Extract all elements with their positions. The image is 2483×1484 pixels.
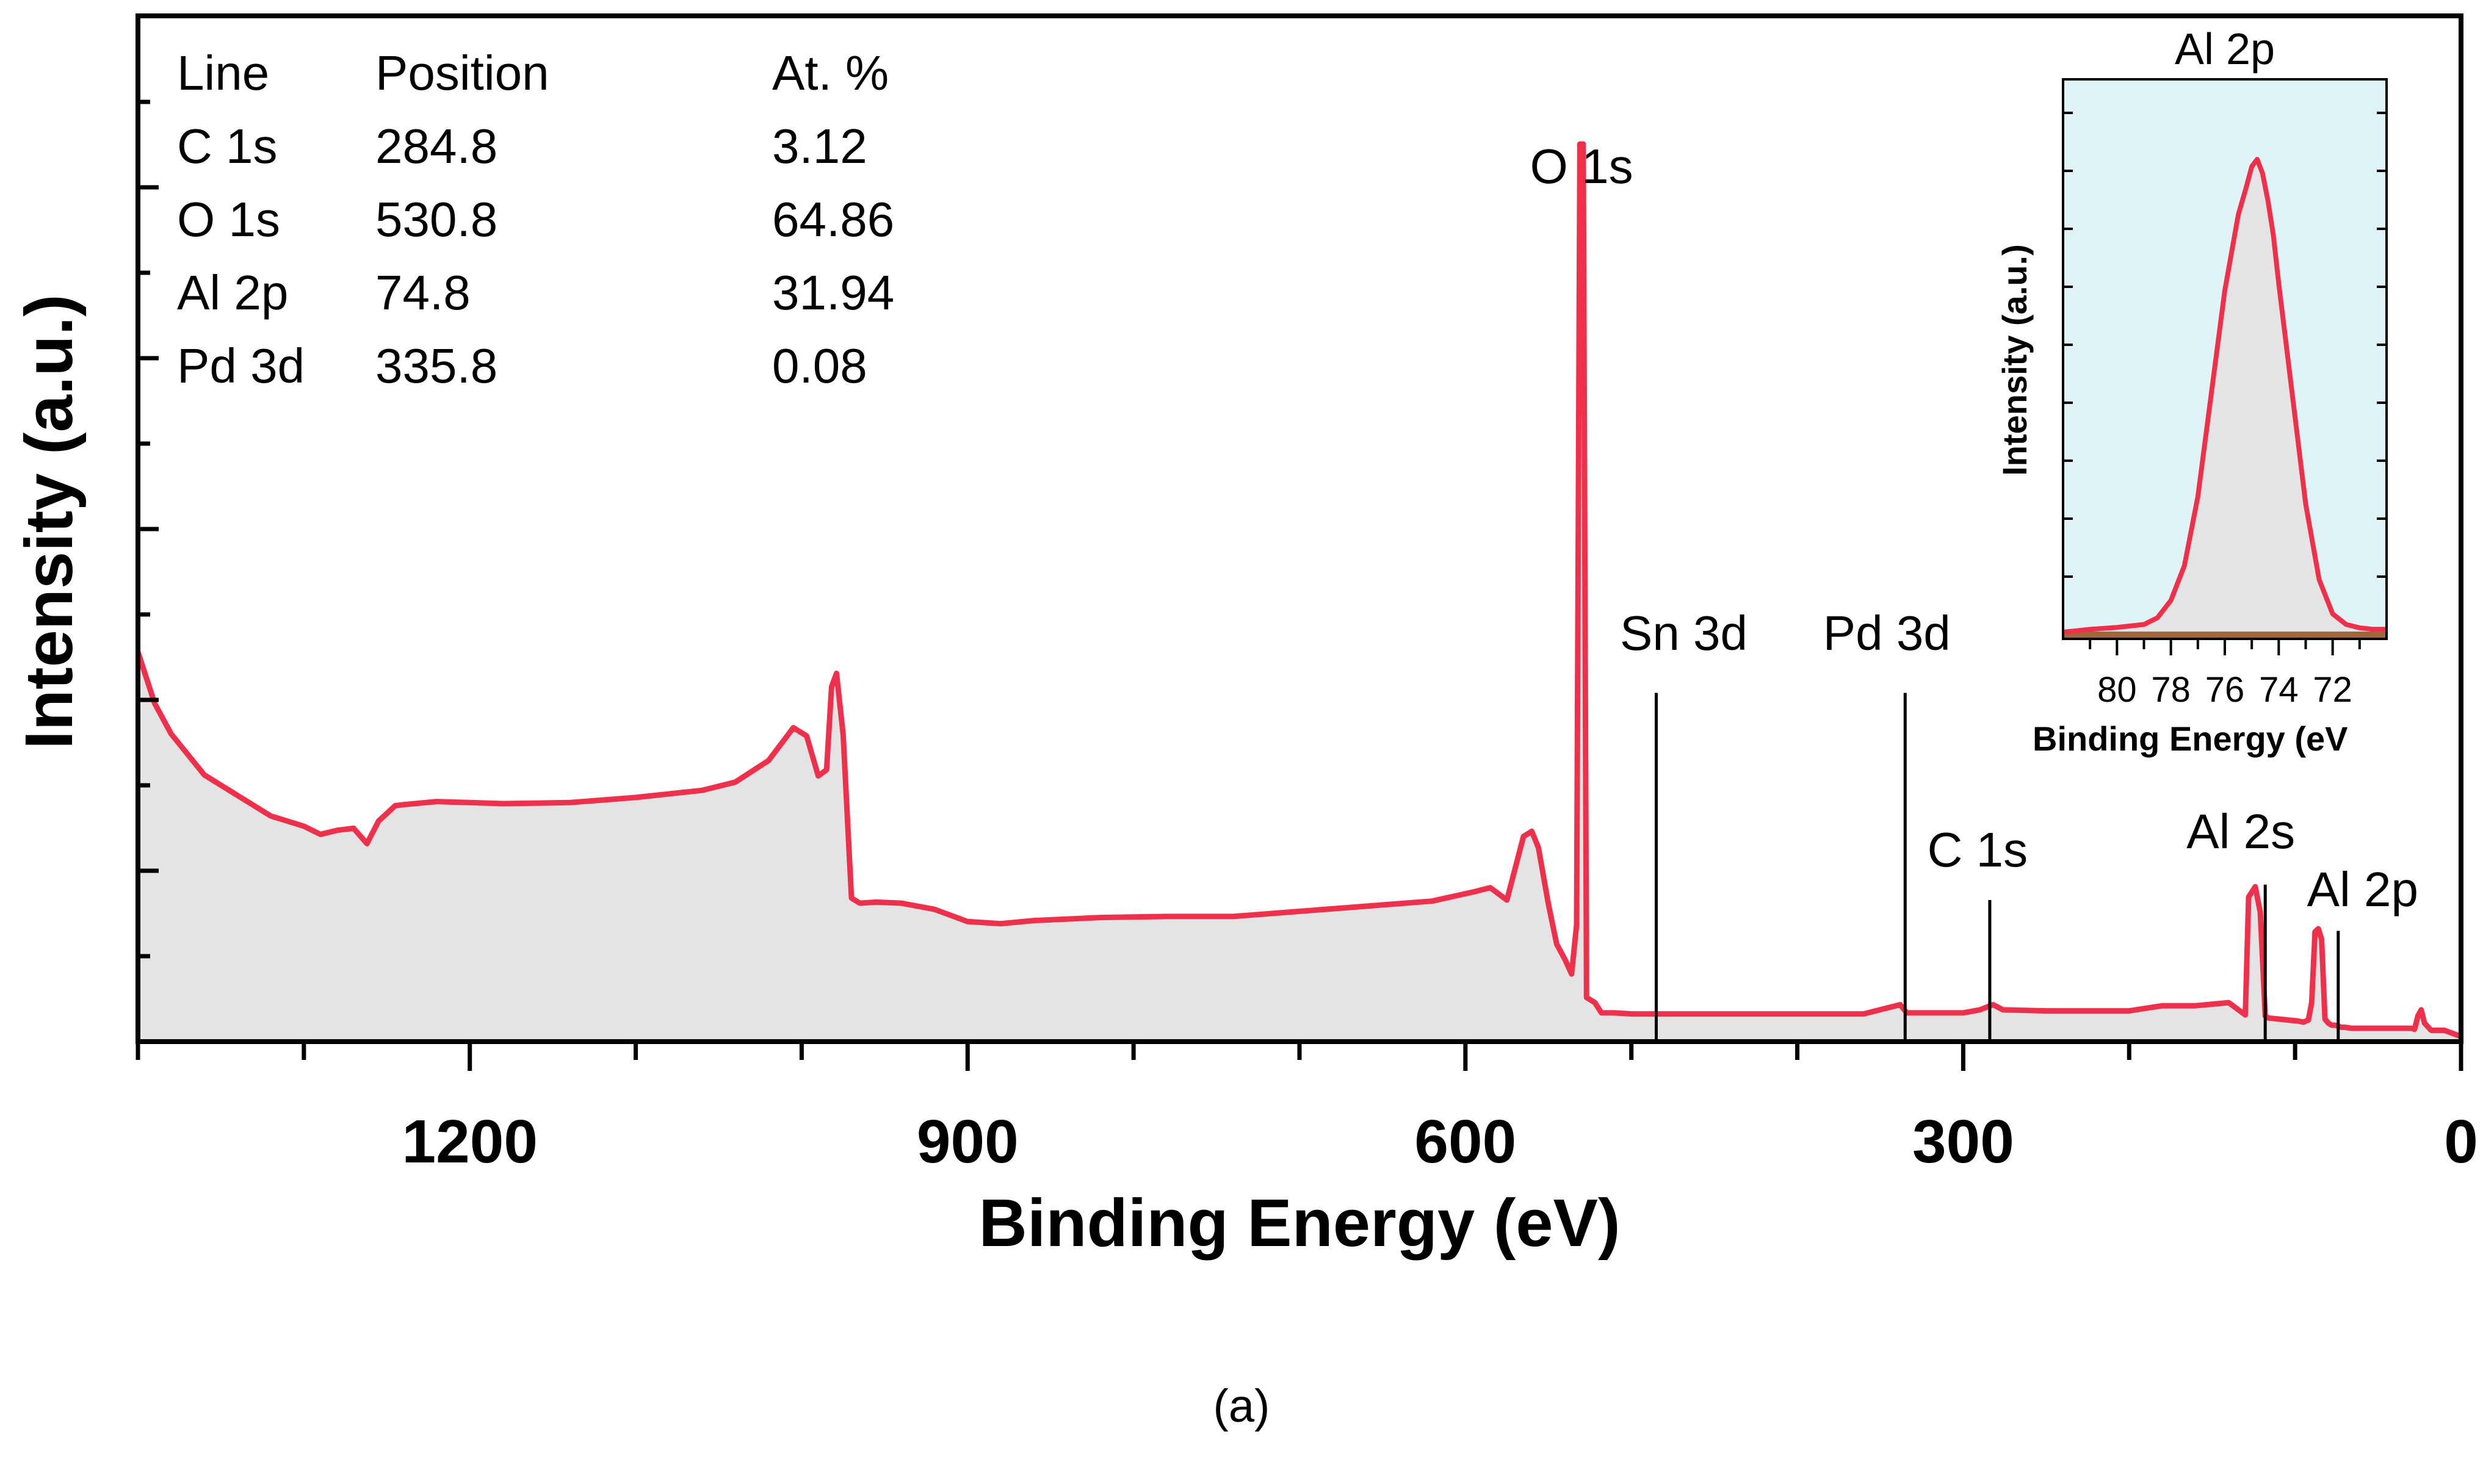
table-cell: Pd 3d [177, 339, 305, 393]
x-tick-label: 300 [1912, 1108, 2014, 1176]
y-axis-label: Intensity (a.u.) [12, 294, 87, 749]
quantification-table: Line Position At. % C 1s 284.8 3.12 O 1s 530.8 6… [177, 46, 894, 393]
peak-label: O 1s [1530, 139, 1633, 193]
inset-x-tick-label: 76 [2205, 670, 2245, 710]
x-axis-ticks: 1200 900 600 300 0 [136, 1042, 2478, 1176]
x-tick-label: 600 [1414, 1108, 1516, 1176]
inset-x-tick-label: 78 [2151, 670, 2191, 710]
inset-peak-line [2062, 157, 2387, 635]
spectrum-fill [138, 144, 2461, 1042]
x-tick-label: 0 [2444, 1108, 2478, 1176]
inset-x-tick-label: 80 [2097, 670, 2137, 710]
table-cell: 74.8 [375, 265, 471, 320]
x-tick-label: 900 [917, 1108, 1019, 1176]
peak-label: C 1s [1928, 823, 2028, 877]
table-cell: 284.8 [375, 119, 497, 173]
inset-y-axis-ticks [2063, 112, 2387, 578]
table-cell: 0.08 [772, 339, 867, 393]
inset-x-axis-label: Binding Energy (eV [2033, 719, 2348, 758]
y-axis-ticks [138, 99, 159, 959]
peak-label: Al 2s [2186, 804, 2295, 859]
table-cell: 530.8 [375, 192, 497, 247]
table-cell: 31.94 [772, 265, 894, 320]
inset-title: Al 2p [2175, 25, 2275, 74]
table-cell: Al 2p [177, 265, 288, 320]
table-header: Line [177, 46, 269, 100]
peak-label: Sn 3d [1620, 606, 1747, 660]
inset-x-tick-label: 72 [2313, 670, 2352, 710]
al2p-inset-chart: 80 78 76 74 72 Al 2p Binding Energy (eV Inte… [1995, 25, 2388, 758]
survey-spectrum-chart: 1200 900 600 300 0 Binding Energy (eV) Inten… [12, 13, 2478, 1261]
peak-markers [1654, 693, 2340, 1042]
figure-caption: (a) [1213, 1380, 1270, 1432]
inset-x-tick-label: 74 [2259, 670, 2299, 710]
table-header: Position [375, 46, 549, 100]
peak-label: Pd 3d [1823, 606, 1951, 660]
inset-y-axis-label: Intensity (a.u.) [1995, 244, 2034, 476]
inset-x-axis-ticks: 80 78 76 74 72 [2089, 639, 2361, 710]
table-cell: 3.12 [772, 119, 867, 173]
peak-label: Al 2p [2307, 862, 2418, 917]
table-cell: C 1s [177, 119, 278, 173]
x-axis-label: Binding Energy (eV) [978, 1186, 1620, 1261]
x-tick-label: 1200 [402, 1108, 537, 1176]
spectrum-line [135, 141, 2462, 1039]
table-cell: 64.86 [772, 192, 894, 247]
table-header: At. % [772, 46, 889, 100]
table-cell: O 1s [177, 192, 280, 247]
table-cell: 335.8 [375, 339, 497, 393]
